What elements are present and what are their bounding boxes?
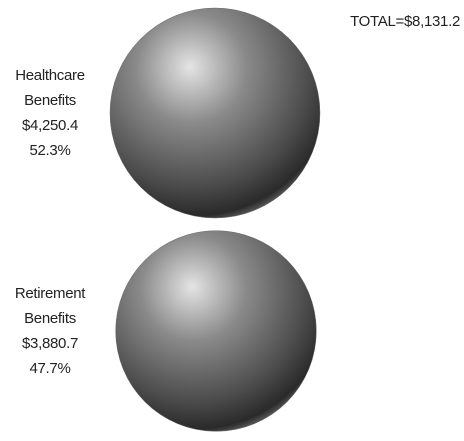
share-label: 52.3% <box>29 142 71 159</box>
category-label-group: Healthcare Benefits $4,250.4 52.3% <box>4 63 96 163</box>
value-label: $3,880.7 <box>22 335 78 352</box>
value-label: $4,250.4 <box>22 117 78 134</box>
share-label: 47.7% <box>29 360 71 377</box>
sphere <box>109 7 321 219</box>
sphere <box>115 230 317 432</box>
category-label: Retirement Benefits <box>14 285 86 327</box>
category-label: Healthcare Benefits <box>15 67 85 109</box>
category-label-group: Retirement Benefits $3,880.7 47.7% <box>4 281 96 381</box>
total-label: TOTAL=$8,131.2 <box>350 13 460 30</box>
